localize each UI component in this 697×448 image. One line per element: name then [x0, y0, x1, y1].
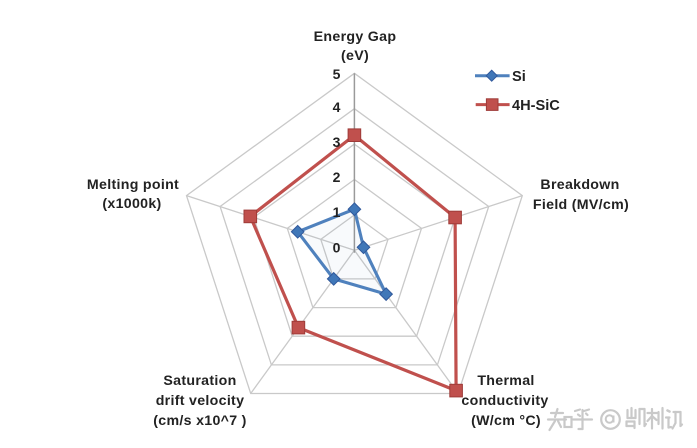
svg-text:4H-SiC: 4H-SiC — [512, 98, 560, 114]
svg-text:(eV): (eV) — [341, 48, 369, 64]
svg-text:Breakdown: Breakdown — [540, 177, 619, 193]
svg-text:5: 5 — [333, 66, 341, 82]
svg-text:Field (MV/cm): Field (MV/cm) — [533, 197, 629, 213]
svg-text:Melting point: Melting point — [87, 177, 179, 193]
svg-text:Saturation: Saturation — [163, 373, 236, 389]
svg-text:(W/cm °C): (W/cm °C) — [471, 413, 541, 429]
svg-text:conductivity: conductivity — [461, 393, 548, 409]
svg-text:4: 4 — [333, 99, 341, 115]
svg-text:3: 3 — [333, 134, 341, 150]
svg-text:2: 2 — [333, 169, 341, 185]
svg-text:Energy Gap: Energy Gap — [314, 29, 397, 45]
svg-text:0: 0 — [333, 240, 341, 256]
svg-text:drift velocity: drift velocity — [156, 393, 245, 409]
svg-text:(cm/s x10^7 ): (cm/s x10^7 ) — [153, 413, 246, 429]
svg-text:(x1000k): (x1000k) — [102, 196, 161, 212]
svg-text:1: 1 — [333, 204, 341, 220]
svg-text:Thermal: Thermal — [477, 373, 534, 389]
svg-text:Si: Si — [512, 69, 526, 85]
